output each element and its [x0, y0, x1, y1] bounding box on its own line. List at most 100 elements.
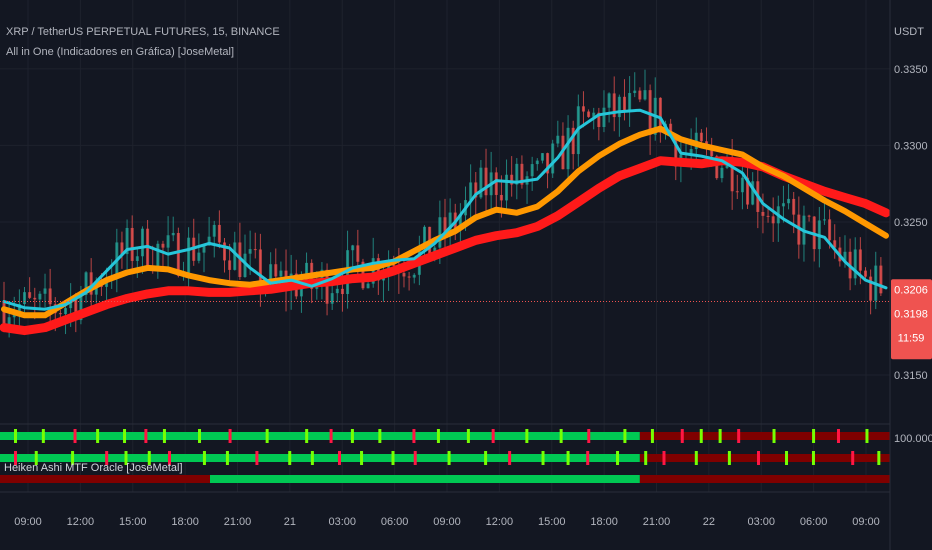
candle-body — [356, 245, 360, 262]
candle-body — [761, 211, 765, 216]
price-axis[interactable]: 0.3350 0.3300 0.3250 0.3150 — [894, 64, 928, 382]
ha-tick — [566, 451, 570, 465]
x-tick-label: 21 — [284, 516, 296, 528]
ha-tick — [699, 429, 703, 443]
candle-body — [643, 90, 647, 100]
candle-body — [28, 292, 32, 298]
ha-tick — [772, 429, 776, 443]
symbol-legend[interactable]: XRP / TetherUS PERPETUAL FUTURES, 15, BI… — [6, 26, 280, 38]
candle-body — [120, 242, 124, 255]
currency-unit: USDT — [894, 26, 924, 38]
y-tick-label: 0.3350 — [894, 64, 928, 76]
ha-band — [0, 454, 640, 462]
candle-body — [530, 164, 534, 177]
candle-body — [771, 216, 775, 224]
candle-body — [863, 270, 867, 277]
ha-tick — [167, 451, 171, 465]
candle-body — [48, 288, 52, 305]
ha-tick — [265, 429, 269, 443]
slow-ma-line — [0, 156, 891, 336]
ha-tick — [225, 451, 229, 465]
candle-body — [248, 249, 252, 254]
candle-body — [43, 288, 47, 294]
candle-body — [258, 249, 262, 288]
candle-body — [822, 219, 826, 221]
ha-tick — [694, 451, 698, 465]
candle-body — [223, 242, 226, 261]
candle-body — [197, 252, 201, 261]
price-tag-label: 0.3198 — [894, 308, 928, 320]
ha-tick — [378, 429, 382, 443]
candle-body — [853, 249, 857, 279]
ha-tick — [34, 451, 38, 465]
candle-body — [828, 219, 832, 241]
candle-body — [171, 232, 175, 236]
candle-body — [469, 182, 473, 201]
ha-tick — [124, 451, 128, 465]
candle-body — [443, 217, 447, 236]
ha-tick — [541, 451, 545, 465]
indicator-legend[interactable]: All in One (Indicadores en Gráfica) [Jos… — [6, 46, 235, 58]
candle-body — [269, 264, 273, 285]
ha-tick — [310, 451, 314, 465]
candle-body — [212, 224, 216, 237]
candle-body — [422, 226, 426, 248]
x-tick-label: 15:00 — [119, 516, 147, 528]
ha-tick — [811, 451, 815, 465]
candle-body — [2, 301, 6, 327]
ha-tick — [559, 429, 563, 443]
ha-tick — [198, 429, 202, 443]
candle-body — [607, 93, 611, 108]
candle-body — [505, 174, 509, 201]
y-tick-label: 0.3150 — [894, 370, 928, 382]
ha-tick — [508, 451, 512, 465]
ha-tick — [305, 429, 309, 443]
candle-body — [351, 245, 355, 251]
ha-tick — [718, 429, 722, 443]
candle-body — [740, 177, 744, 193]
candle-body — [566, 127, 570, 170]
ha-band — [639, 475, 890, 483]
candle-body — [674, 136, 678, 167]
oscillator-legend[interactable]: Heiken Ashi MTF Oracle [JoseMetal] — [4, 462, 183, 474]
ha-tick — [228, 429, 232, 443]
candle-body — [392, 264, 396, 266]
ha-tick — [727, 451, 731, 465]
candle-body — [787, 198, 791, 204]
candle-body — [274, 264, 278, 277]
time-axis[interactable]: 09:00 12:00 15:00 18:00 21:00 21 03:00 06:00 09:… — [14, 516, 880, 528]
x-tick-label: 21:00 — [224, 516, 252, 528]
candle-body — [746, 177, 750, 205]
x-tick-label: 18:00 — [171, 516, 199, 528]
candle-body — [484, 167, 488, 196]
candle-body — [279, 270, 283, 277]
ha-tick — [812, 429, 816, 443]
x-tick-label: 09:00 — [14, 516, 42, 528]
ha-tick — [644, 451, 648, 465]
candle-body — [622, 96, 626, 112]
x-tick-label: 12:00 — [486, 516, 514, 528]
x-tick-label: 22 — [703, 516, 715, 528]
x-tick-label: 06:00 — [381, 516, 409, 528]
candle-body — [792, 198, 796, 215]
candle-body — [64, 308, 68, 314]
candle-body — [448, 212, 452, 236]
candle-body — [520, 163, 524, 185]
candle-body — [592, 112, 596, 117]
candle-body — [130, 227, 134, 261]
ha-band — [639, 454, 890, 462]
candle-body — [79, 294, 83, 321]
ha-tick — [447, 451, 451, 465]
candle-body — [515, 163, 519, 185]
candle-body — [125, 227, 129, 255]
ha-tick — [737, 429, 741, 443]
candle-body — [23, 292, 27, 305]
candle-body — [17, 304, 21, 313]
price-tag — [891, 279, 932, 360]
ha-tick — [288, 451, 292, 465]
candle-body — [458, 215, 462, 230]
x-tick-label: 12:00 — [67, 516, 95, 528]
candle-body — [628, 93, 632, 112]
candle-body — [499, 194, 503, 201]
